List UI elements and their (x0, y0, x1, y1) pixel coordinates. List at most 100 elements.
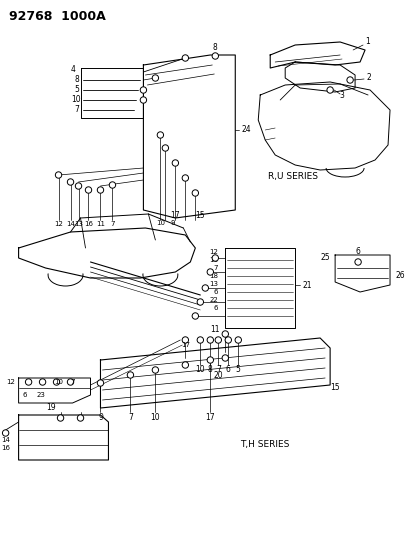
Circle shape (25, 379, 32, 385)
Circle shape (182, 362, 188, 368)
Circle shape (192, 313, 198, 319)
Circle shape (55, 172, 62, 178)
Text: 21: 21 (301, 280, 311, 289)
Text: 7: 7 (128, 413, 133, 422)
Circle shape (39, 379, 46, 385)
Text: 6: 6 (213, 289, 218, 295)
Text: 7: 7 (110, 221, 114, 227)
Text: 8: 8 (207, 366, 212, 375)
Circle shape (97, 380, 103, 386)
Circle shape (206, 357, 213, 363)
Text: 10: 10 (71, 95, 81, 104)
Text: 10: 10 (195, 366, 204, 375)
Text: R,U SERIES: R,U SERIES (268, 173, 318, 182)
Circle shape (206, 269, 213, 275)
Text: 12: 12 (6, 379, 14, 385)
Circle shape (140, 97, 146, 103)
Circle shape (235, 337, 241, 343)
Text: 22: 22 (209, 297, 218, 303)
Circle shape (182, 337, 188, 343)
Text: 25: 25 (320, 254, 329, 262)
Circle shape (97, 187, 103, 193)
Text: 4: 4 (71, 66, 76, 75)
Circle shape (182, 175, 188, 181)
Text: 15: 15 (195, 211, 204, 220)
Text: T,H SERIES: T,H SERIES (240, 440, 289, 449)
Text: 19: 19 (45, 403, 55, 413)
Text: 17: 17 (205, 413, 215, 422)
Circle shape (53, 379, 59, 385)
Circle shape (77, 415, 83, 421)
Circle shape (206, 337, 213, 343)
Text: 6: 6 (213, 305, 218, 311)
Circle shape (211, 255, 218, 261)
Circle shape (157, 132, 163, 138)
Text: 15: 15 (329, 384, 339, 392)
Text: 9: 9 (98, 413, 103, 422)
Circle shape (326, 87, 332, 93)
Text: 8: 8 (212, 44, 217, 52)
Text: 10: 10 (54, 379, 63, 385)
Text: 7: 7 (70, 379, 75, 385)
Circle shape (197, 299, 203, 305)
Circle shape (75, 183, 81, 189)
Text: 13: 13 (74, 221, 83, 227)
Circle shape (215, 337, 221, 343)
Circle shape (346, 77, 352, 83)
Text: 7: 7 (213, 265, 218, 271)
Text: 92768  1000A: 92768 1000A (9, 10, 105, 22)
Circle shape (182, 55, 188, 61)
Text: 3: 3 (339, 92, 344, 101)
Text: 5: 5 (235, 366, 240, 375)
Circle shape (172, 160, 178, 166)
Text: 23: 23 (36, 392, 45, 398)
Text: 12: 12 (209, 249, 218, 255)
Circle shape (202, 285, 208, 291)
Text: 12: 12 (54, 221, 63, 227)
Text: 7: 7 (74, 106, 79, 115)
Circle shape (221, 355, 228, 361)
Text: 9: 9 (170, 220, 174, 226)
Text: 6: 6 (225, 366, 230, 375)
Circle shape (354, 259, 361, 265)
Text: 6: 6 (355, 247, 360, 256)
Text: 6: 6 (22, 392, 27, 398)
Text: 11: 11 (209, 257, 218, 263)
Circle shape (127, 372, 133, 378)
Circle shape (225, 337, 231, 343)
Text: 16: 16 (84, 221, 93, 227)
Circle shape (152, 367, 158, 373)
Circle shape (162, 145, 168, 151)
Text: 11: 11 (96, 221, 105, 227)
Text: 24: 24 (241, 125, 250, 134)
Circle shape (67, 179, 74, 185)
Text: 26: 26 (394, 271, 404, 279)
Text: 13: 13 (209, 281, 218, 287)
Circle shape (197, 337, 203, 343)
Text: 7: 7 (215, 366, 220, 375)
Circle shape (85, 187, 91, 193)
Circle shape (192, 190, 198, 196)
Circle shape (211, 53, 218, 59)
Text: 18: 18 (209, 273, 218, 279)
Text: 16: 16 (1, 445, 10, 451)
Text: 17: 17 (170, 211, 180, 220)
Text: 11: 11 (210, 326, 220, 335)
Circle shape (109, 182, 115, 188)
Text: 2: 2 (365, 74, 370, 83)
Circle shape (221, 331, 228, 337)
Text: 14: 14 (1, 437, 10, 443)
Text: 10: 10 (150, 413, 160, 422)
Text: 17: 17 (180, 342, 190, 348)
Text: 5: 5 (74, 85, 79, 94)
Text: 8: 8 (74, 76, 79, 85)
Text: 10: 10 (156, 220, 164, 226)
Text: 1: 1 (364, 37, 369, 46)
Circle shape (57, 415, 64, 421)
Circle shape (140, 87, 146, 93)
Text: 14: 14 (66, 221, 75, 227)
Circle shape (2, 430, 9, 436)
Text: 20: 20 (213, 372, 223, 381)
Circle shape (152, 75, 158, 81)
Circle shape (67, 379, 74, 385)
